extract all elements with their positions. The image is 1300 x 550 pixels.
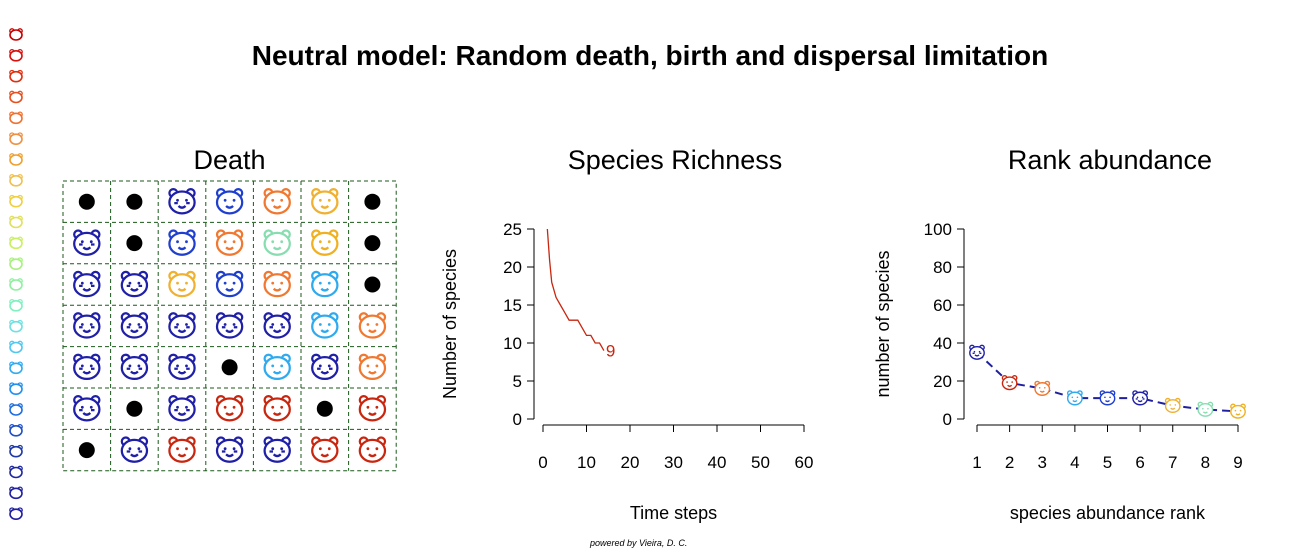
- legend-swatch-icon: [9, 403, 23, 416]
- x-tick-label: 30: [664, 453, 683, 472]
- legend-swatch-icon: [9, 257, 23, 270]
- y-tick-label: 15: [503, 296, 522, 315]
- grid-panel-title: Death: [193, 145, 266, 175]
- x-tick-label: 20: [621, 453, 640, 472]
- y-tick-label: 100: [924, 220, 952, 239]
- x-tick-label: 0: [538, 453, 547, 472]
- x-tick-label: 4: [1070, 453, 1079, 472]
- legend-swatch-icon: [9, 486, 23, 500]
- rank-point-cat-icon: [1001, 375, 1018, 391]
- y-tick-label: 0: [513, 410, 522, 429]
- richness-series-line: [546, 228, 605, 351]
- legend-swatch-icon: [9, 153, 23, 166]
- legend-swatch-icon: [9, 444, 23, 458]
- x-axis-label: Time steps: [630, 503, 717, 523]
- legend-swatch-icon: [9, 298, 23, 312]
- x-tick-label: 10: [577, 453, 596, 472]
- legend-swatch-icon: [9, 236, 23, 250]
- y-tick-label: 25: [503, 220, 522, 239]
- x-tick-label: 7: [1168, 453, 1177, 472]
- legend-swatch-icon: [9, 423, 23, 437]
- y-tick-label: 5: [513, 372, 522, 391]
- x-tick-label: 50: [751, 453, 770, 472]
- species-color-legend: [6, 26, 26, 541]
- rank-point-lion-icon: [1099, 390, 1116, 406]
- x-tick-label: 6: [1135, 453, 1144, 472]
- rank-point-raccoon-icon: [1034, 380, 1051, 396]
- y-tick-label: 20: [503, 258, 522, 277]
- y-tick-label: 60: [933, 296, 952, 315]
- y-tick-label: 80: [933, 258, 952, 277]
- rank-point-zebra-icon: [1132, 390, 1149, 406]
- x-tick-label: 5: [1103, 453, 1112, 472]
- rank-point-monkey-icon: [1197, 401, 1214, 417]
- x-tick-label: 2: [1005, 453, 1014, 472]
- legend-swatch-icon: [9, 69, 23, 83]
- x-axis-label: species abundance rank: [1010, 503, 1206, 523]
- x-tick-label: 9: [1233, 453, 1242, 472]
- x-tick-label: 1: [972, 453, 981, 472]
- x-tick-label: 60: [795, 453, 814, 472]
- legend-swatch-icon: [9, 319, 23, 333]
- y-tick-label: 10: [503, 334, 522, 353]
- y-tick-label: 40: [933, 334, 952, 353]
- y-axis-label: number of species: [873, 250, 893, 397]
- credit-text: powered by Vieira, D. C.: [590, 538, 688, 548]
- legend-swatch-icon: [9, 215, 23, 229]
- legend-swatch-icon: [9, 361, 23, 375]
- legend-swatch-icon: [9, 278, 23, 291]
- legend-swatch-icon: [9, 132, 23, 145]
- rank-point-wolf-icon: [1066, 390, 1083, 406]
- legend-swatch-icon: [9, 382, 23, 395]
- x-tick-label: 3: [1038, 453, 1047, 472]
- legend-swatch-icon: [9, 507, 23, 520]
- rank-point-fox-icon: [1230, 403, 1246, 419]
- rank-point-tiger-icon: [969, 344, 985, 360]
- rank-chart-title: Rank abundance: [1007, 145, 1213, 175]
- legend-swatch-icon: [9, 340, 23, 354]
- legend-swatch-icon: [9, 465, 23, 479]
- y-axis-label: Number of species: [440, 249, 460, 399]
- y-tick-label: 0: [943, 410, 952, 429]
- legend-swatch-icon: [9, 90, 23, 104]
- legend-swatch-icon: [9, 48, 23, 62]
- main-title: Neutral model: Random death, birth and d…: [251, 40, 1049, 71]
- y-tick-label: 20: [933, 372, 952, 391]
- legend-swatch-icon: [9, 173, 23, 187]
- rank-point-cow-icon: [1164, 397, 1181, 414]
- legend-swatch-icon: [9, 28, 23, 41]
- richness-end-label: 9: [606, 342, 615, 361]
- legend-swatch-icon: [9, 111, 23, 125]
- x-tick-label: 40: [708, 453, 727, 472]
- x-tick-label: 8: [1201, 453, 1210, 472]
- richness-chart-title: Species Richness: [567, 145, 783, 175]
- legend-swatch-icon: [9, 194, 23, 208]
